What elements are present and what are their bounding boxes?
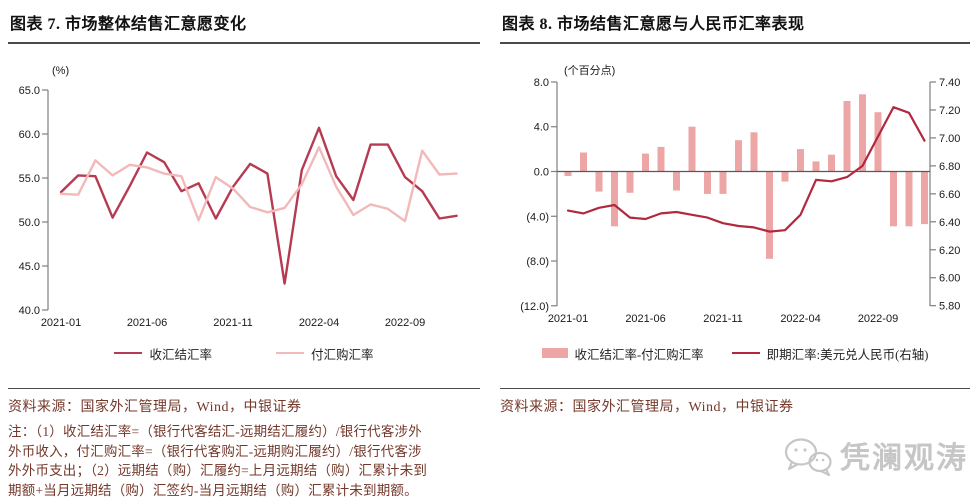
legend-label: 收汇结汇率: [149, 347, 212, 362]
chat-bubbles-icon: [784, 438, 832, 477]
figure7-source: 资料来源：国家外汇管理局，Wind，中银证券: [8, 400, 302, 415]
svg-text:6.80: 6.80: [939, 161, 960, 173]
note-line: 外币收入，付汇购汇率=（银行代客购汇-远期购汇履约）/银行代客涉: [8, 443, 422, 459]
svg-text:2022-09: 2022-09: [858, 313, 898, 325]
note-line: 外外币支出；（2）远期结（购）汇履约=上月远期结（购）汇累计未到: [8, 463, 428, 478]
figure8-panel: 图表 8. 市场结售汇意愿与人民币汇率表现 8.0 4.0 0.0 (4.0) (8.0…: [500, 8, 970, 477]
legend-label: 收汇结汇率-付汇购汇率: [574, 347, 704, 362]
pink-line-swatch-icon: [276, 352, 304, 354]
figure8-title: 图表 8. 市场结售汇意愿与人民币汇率表现: [500, 8, 970, 44]
svg-text:6.00: 6.00: [939, 273, 960, 285]
legend-item-spread-bars: 收汇结汇率-付汇购汇率: [541, 344, 704, 363]
svg-text:2021-11: 2021-11: [703, 313, 743, 325]
legend-label: 付汇购汇率: [311, 347, 374, 362]
svg-text:2021-01: 2021-01: [548, 313, 588, 325]
legend-item-fuhui: 付汇购汇率: [276, 344, 374, 363]
svg-text:(4.0): (4.0): [526, 211, 549, 223]
svg-text:6.60: 6.60: [939, 189, 960, 201]
divider: [500, 388, 970, 389]
svg-text:(12.0): (12.0): [520, 301, 549, 313]
svg-text:7.00: 7.00: [939, 133, 960, 145]
dark-line-swatch-icon: [114, 352, 143, 354]
svg-text:5.80: 5.80: [939, 301, 960, 313]
figure8-bar-line-chart: 8.0 4.0 0.0 (4.0) (8.0) (12.0) 7.40 7.20 7.00 6.8…: [520, 64, 960, 325]
figure7-line-chart: 65.0 60.0 55.0 50.0 45.0 40.0 (%) 2021-01 2021-0…: [19, 65, 458, 329]
svg-text:2021-11: 2021-11: [213, 317, 253, 329]
svg-text:2021-01: 2021-01: [41, 317, 81, 329]
figure7-notes: 注：（1）收汇结汇率=（银行代客结汇-远期结汇履约）/银行代客涉外 外币收入，付…: [8, 422, 480, 500]
figure7-legend: 收汇结汇率 付汇购汇率: [8, 344, 480, 362]
svg-text:7.20: 7.20: [939, 105, 960, 117]
svg-text:2022-04: 2022-04: [299, 317, 339, 329]
figure8-source: 资料来源：国家外汇管理局，Wind，中银证券: [500, 400, 794, 415]
svg-text:55.0: 55.0: [19, 173, 40, 185]
legend-label: 即期汇率:美元兑人民币(右轴): [766, 347, 929, 362]
svg-text:(%): (%): [52, 65, 69, 77]
svg-text:2021-06: 2021-06: [127, 317, 167, 329]
figure7-title: 图表 7. 市场整体结售汇意愿变化: [8, 8, 480, 44]
svg-text:4.0: 4.0: [534, 122, 549, 134]
svg-text:60.0: 60.0: [19, 129, 40, 141]
svg-text:2021-06: 2021-06: [625, 313, 665, 325]
bar-swatch-icon: [541, 348, 568, 358]
svg-text:40.0: 40.0: [19, 305, 40, 317]
svg-text:0.0: 0.0: [534, 167, 549, 179]
svg-text:65.0: 65.0: [19, 85, 40, 97]
svg-text:2022-04: 2022-04: [780, 313, 820, 325]
svg-text:50.0: 50.0: [19, 217, 40, 229]
svg-text:7.40: 7.40: [939, 77, 960, 89]
svg-text:45.0: 45.0: [19, 261, 40, 273]
svg-text:6.20: 6.20: [939, 245, 960, 257]
divider: [8, 388, 480, 389]
svg-text:8.0: 8.0: [534, 77, 549, 89]
legend-item-shouhui: 收汇结汇率: [114, 344, 212, 363]
watermark-text: 凭澜观涛: [840, 442, 968, 475]
figure7-panel: 图表 7. 市场整体结售汇意愿变化 65.0 60.0 55.0 50.0 45.0 40…: [8, 8, 480, 500]
svg-text:(个百分点): (个百分点): [564, 64, 615, 77]
spot-line-swatch-icon: [731, 352, 760, 354]
figure8-legend: 收汇结汇率-付汇购汇率 即期汇率:美元兑人民币(右轴): [500, 344, 970, 362]
wechat-watermark: 凭澜观涛: [782, 432, 968, 478]
svg-text:(8.0): (8.0): [526, 256, 549, 268]
svg-text:2022-09: 2022-09: [385, 317, 425, 329]
svg-text:6.40: 6.40: [939, 217, 960, 229]
legend-item-spot-rate: 即期汇率:美元兑人民币(右轴): [731, 344, 929, 363]
note-line: 注：（1）收汇结汇率=（银行代客结汇-远期结汇履约）/银行代客涉外: [8, 424, 422, 439]
note-line: 期额+当月远期结（购）汇签约-当月远期结（购）汇累计未到期额。: [8, 482, 418, 498]
